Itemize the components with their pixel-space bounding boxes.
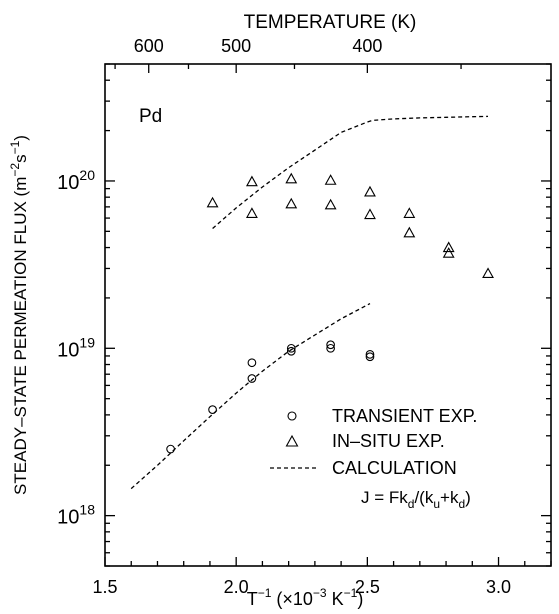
top-tick-label: 600 bbox=[134, 36, 164, 56]
insitu-point bbox=[403, 226, 416, 238]
legend-label-transient: TRANSIENT EXP. bbox=[332, 406, 477, 426]
transient-point bbox=[286, 343, 296, 353]
transient-point bbox=[208, 405, 217, 414]
y-tick-labels: 1018 1019 1020 bbox=[57, 167, 95, 529]
y-axis-label: STEADY–STATE PERMEATION FLUX (m−2s−1) bbox=[8, 135, 30, 495]
plot-frame bbox=[104, 63, 552, 567]
transient-point bbox=[247, 358, 257, 368]
insitu-point bbox=[285, 172, 298, 184]
calculation-curve bbox=[212, 115, 489, 229]
insitu-point bbox=[442, 247, 455, 258]
top-tick-label: 400 bbox=[352, 36, 382, 56]
y-tick-label: 1019 bbox=[57, 334, 95, 361]
insitu-point bbox=[324, 198, 337, 210]
top-tick-label: 500 bbox=[221, 36, 251, 56]
x-tick-label: 3.0 bbox=[486, 577, 511, 597]
transient-point bbox=[365, 350, 375, 359]
data-points bbox=[166, 172, 494, 454]
x-tick-label: 2.5 bbox=[355, 577, 380, 597]
axis-ticks bbox=[104, 63, 552, 567]
transient-point bbox=[247, 374, 257, 383]
calculation-curve bbox=[130, 303, 371, 490]
insitu-point bbox=[364, 208, 376, 220]
insitu-point bbox=[442, 241, 455, 253]
legend-label-insitu: IN–SITU EXP. bbox=[332, 431, 445, 451]
transient-point bbox=[326, 340, 335, 350]
insitu-point bbox=[285, 197, 298, 209]
insitu-point bbox=[206, 196, 219, 208]
insitu-point bbox=[364, 185, 376, 197]
x-tick-label: 2.0 bbox=[224, 577, 249, 597]
legend: TRANSIENT EXP. IN–SITU EXP. CALCULATION … bbox=[270, 406, 477, 511]
legend-equation: J = Fkd/(ku+kd) bbox=[361, 488, 471, 511]
legend-triangle-marker bbox=[285, 434, 299, 447]
transient-point bbox=[286, 346, 296, 356]
insitu-point bbox=[324, 174, 337, 185]
transient-point bbox=[365, 352, 375, 362]
y-tick-label: 1020 bbox=[57, 167, 95, 194]
x-axis-label: T−1 (×10−3 K−1) bbox=[247, 586, 364, 609]
insitu-point bbox=[245, 207, 258, 218]
legend-label-calculation: CALCULATION bbox=[332, 458, 457, 478]
legend-circle-marker bbox=[287, 411, 297, 421]
top-axis-label: TEMPERATURE (K) bbox=[244, 12, 417, 33]
transient-point bbox=[166, 444, 175, 454]
insitu-point bbox=[245, 175, 258, 187]
x-tick-label: 1.5 bbox=[92, 577, 117, 597]
top-tick-labels: 600 500 400 bbox=[134, 36, 383, 56]
y-tick-label: 1018 bbox=[57, 502, 95, 529]
insitu-point bbox=[482, 267, 494, 279]
calculation-curves bbox=[130, 115, 489, 490]
insitu-point bbox=[403, 207, 416, 218]
pd-annotation: Pd bbox=[139, 106, 162, 127]
x-tick-labels: 1.5 2.0 2.5 3.0 bbox=[92, 577, 511, 597]
transient-point bbox=[326, 343, 335, 353]
